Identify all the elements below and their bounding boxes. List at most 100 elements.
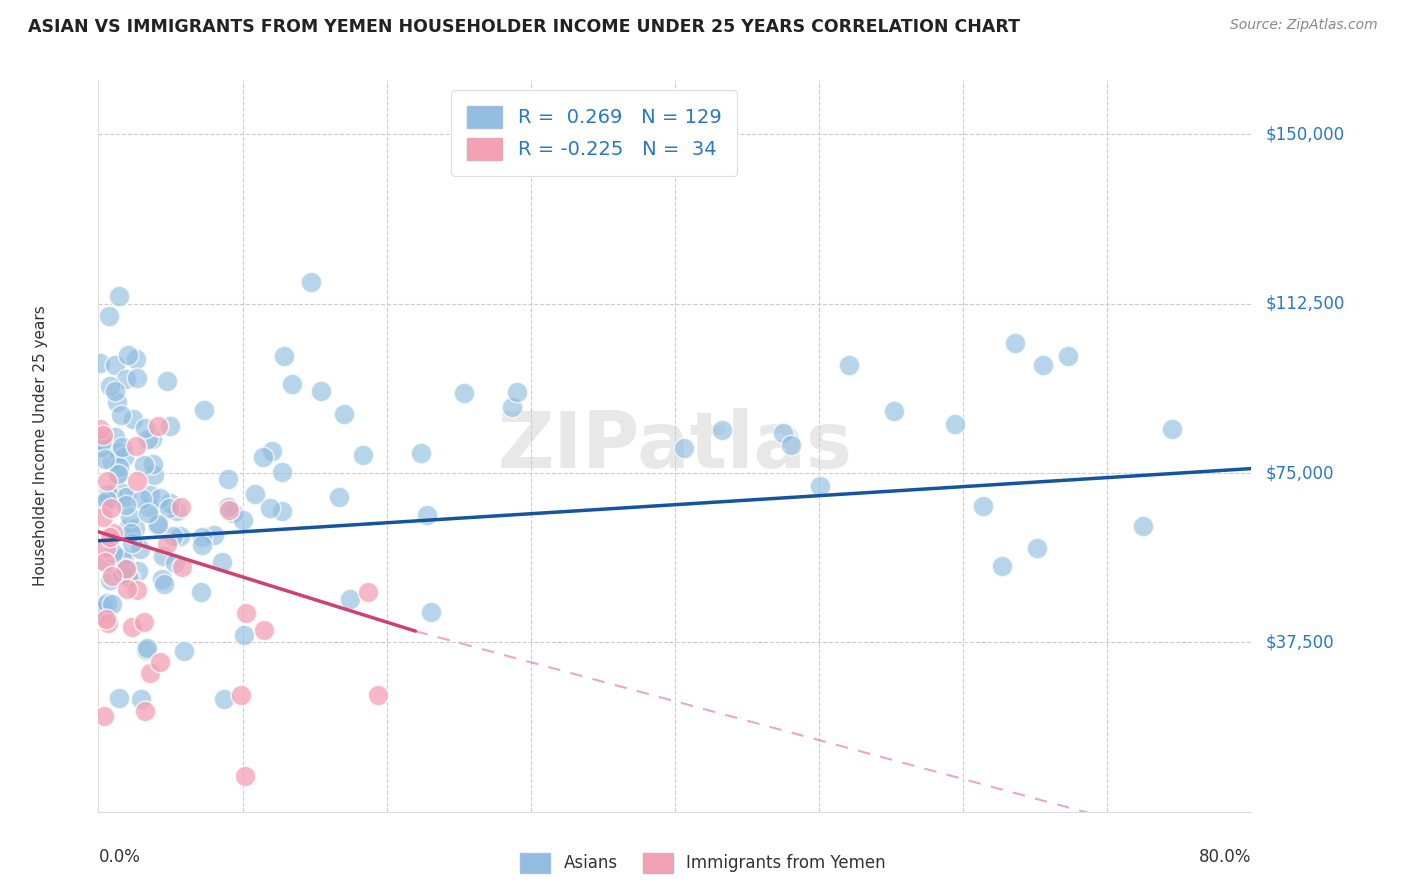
Point bbox=[117, 569, 139, 583]
Point bbox=[190, 585, 212, 599]
Point bbox=[157, 500, 180, 515]
Point bbox=[339, 592, 361, 607]
Point bbox=[156, 536, 179, 550]
Point bbox=[135, 642, 157, 657]
Point bbox=[120, 571, 142, 585]
Point bbox=[91, 496, 114, 510]
Point bbox=[193, 403, 215, 417]
Point bbox=[129, 691, 152, 706]
Point bbox=[259, 500, 281, 515]
Point bbox=[115, 491, 138, 505]
Point bbox=[233, 770, 256, 784]
Point bbox=[100, 501, 122, 516]
Point bbox=[114, 372, 136, 386]
Text: ZIPatlas: ZIPatlas bbox=[498, 408, 852, 484]
Point bbox=[94, 541, 117, 556]
Point bbox=[104, 358, 127, 372]
Point bbox=[89, 356, 111, 370]
Point bbox=[191, 538, 214, 552]
Point bbox=[152, 549, 174, 564]
Point bbox=[141, 432, 163, 446]
Point bbox=[90, 440, 112, 454]
Point bbox=[143, 468, 166, 483]
Point bbox=[501, 400, 523, 414]
Point bbox=[91, 428, 114, 442]
Point bbox=[149, 655, 172, 669]
Point bbox=[134, 704, 156, 718]
Point bbox=[148, 419, 170, 434]
Point bbox=[1004, 335, 1026, 350]
Point bbox=[162, 529, 184, 543]
Point bbox=[103, 490, 125, 504]
Point bbox=[114, 450, 136, 465]
Point bbox=[506, 384, 529, 399]
Point bbox=[111, 550, 134, 565]
Point bbox=[149, 491, 172, 505]
Point bbox=[1132, 519, 1154, 533]
Point bbox=[217, 473, 239, 487]
Point bbox=[309, 384, 332, 399]
Point bbox=[98, 378, 121, 392]
Point bbox=[114, 561, 136, 575]
Text: ASIAN VS IMMIGRANTS FROM YEMEN HOUSEHOLDER INCOME UNDER 25 YEARS CORRELATION CHA: ASIAN VS IMMIGRANTS FROM YEMEN HOUSEHOLD… bbox=[28, 18, 1021, 36]
Text: $37,500: $37,500 bbox=[1265, 633, 1334, 651]
Point bbox=[110, 440, 132, 454]
Point bbox=[139, 665, 162, 680]
Point bbox=[1057, 350, 1080, 364]
Point bbox=[91, 599, 114, 613]
Point bbox=[96, 596, 118, 610]
Point bbox=[453, 385, 475, 400]
Point bbox=[991, 558, 1014, 573]
Point bbox=[138, 500, 160, 514]
Point bbox=[165, 556, 187, 570]
Text: Source: ZipAtlas.com: Source: ZipAtlas.com bbox=[1230, 18, 1378, 32]
Point bbox=[328, 490, 350, 504]
Point bbox=[127, 565, 149, 579]
Point bbox=[142, 458, 165, 472]
Point bbox=[114, 551, 136, 566]
Point bbox=[271, 465, 294, 479]
Point bbox=[121, 412, 143, 426]
Point bbox=[218, 503, 240, 517]
Point bbox=[132, 615, 155, 630]
Point bbox=[170, 560, 193, 574]
Text: $150,000: $150,000 bbox=[1265, 126, 1344, 144]
Point bbox=[222, 506, 245, 520]
Point bbox=[128, 542, 150, 557]
Point bbox=[105, 467, 128, 481]
Point bbox=[132, 458, 155, 472]
Point bbox=[211, 555, 233, 569]
Point bbox=[121, 536, 143, 550]
Point bbox=[173, 644, 195, 658]
Point bbox=[808, 479, 831, 493]
Point bbox=[212, 691, 235, 706]
Point bbox=[121, 620, 143, 634]
Point bbox=[98, 573, 121, 587]
Point bbox=[90, 604, 112, 618]
Point bbox=[357, 584, 380, 599]
Point bbox=[1160, 422, 1182, 436]
Point bbox=[139, 488, 162, 502]
Point bbox=[107, 459, 129, 474]
Point bbox=[127, 371, 149, 385]
Point bbox=[124, 520, 146, 534]
Point bbox=[367, 688, 389, 702]
Point bbox=[134, 421, 156, 435]
Point bbox=[117, 348, 139, 362]
Point bbox=[409, 445, 432, 459]
Point bbox=[97, 487, 120, 501]
Point bbox=[98, 530, 121, 544]
Point bbox=[111, 566, 134, 581]
Point bbox=[710, 423, 733, 437]
Point bbox=[105, 394, 128, 409]
Point bbox=[170, 500, 193, 514]
Point bbox=[232, 513, 254, 527]
Point bbox=[120, 526, 142, 541]
Point bbox=[838, 358, 860, 372]
Point bbox=[260, 443, 283, 458]
Point bbox=[1025, 541, 1047, 555]
Point bbox=[108, 691, 131, 706]
Point bbox=[90, 434, 112, 449]
Point bbox=[1032, 358, 1054, 372]
Text: Householder Income Under 25 years: Householder Income Under 25 years bbox=[34, 306, 48, 586]
